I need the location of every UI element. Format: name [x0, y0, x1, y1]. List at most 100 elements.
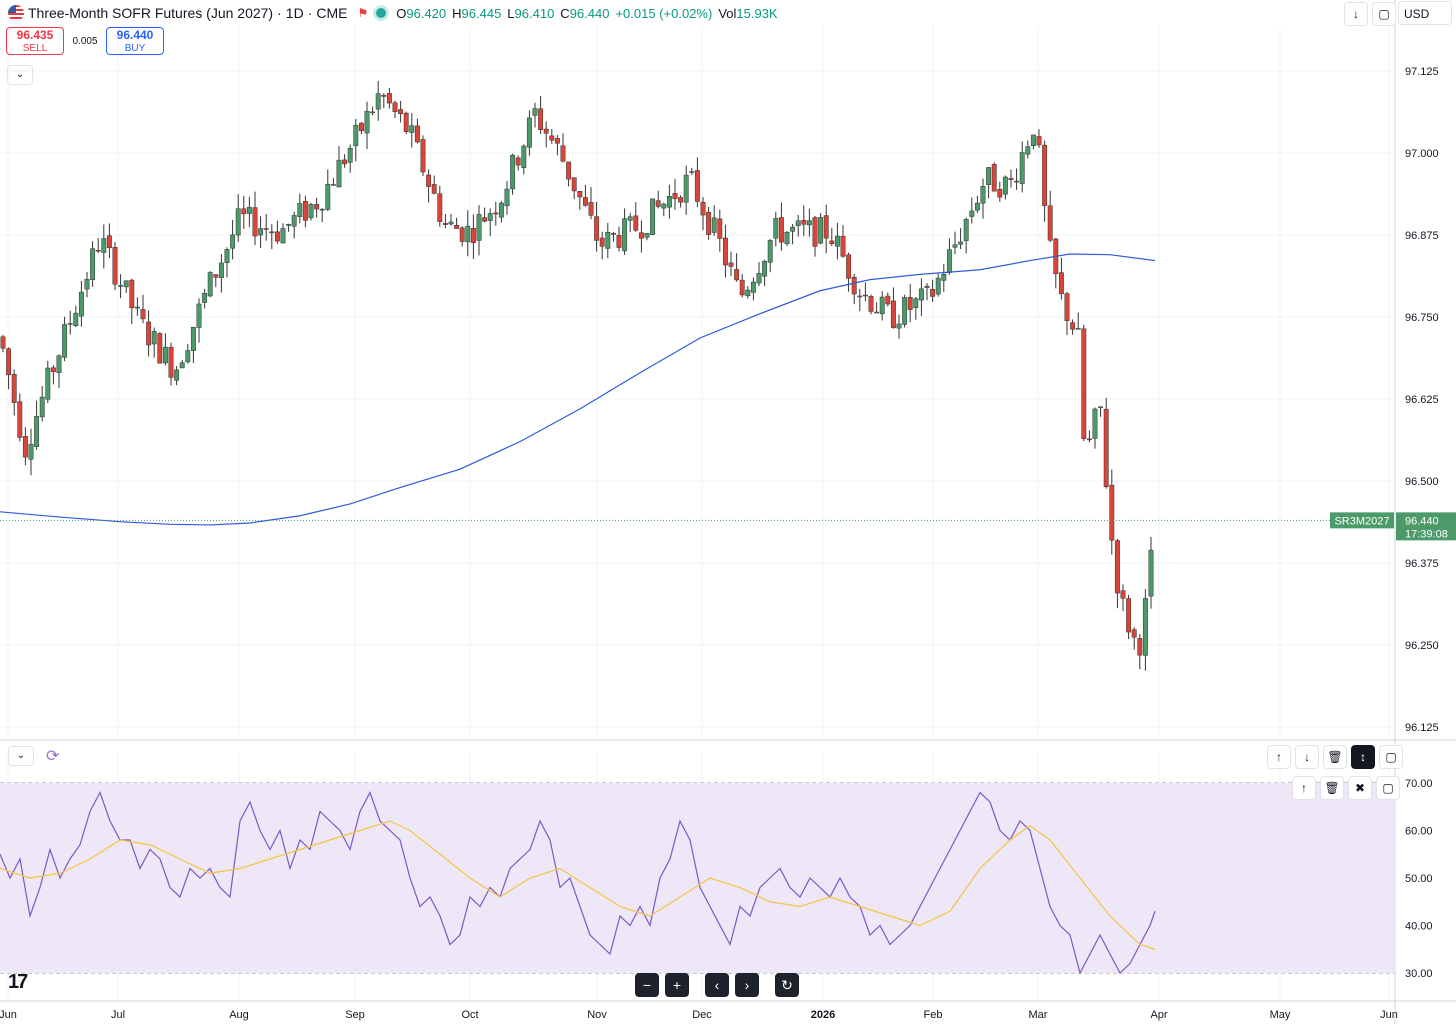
candle-body: [812, 217, 818, 247]
candle-body: [381, 94, 387, 97]
scroll-left-button[interactable]: ‹: [705, 973, 729, 997]
candle-body: [538, 108, 544, 131]
arrow-down-icon: ↓: [1353, 7, 1359, 21]
candle-body: [532, 108, 538, 116]
candle-body: [952, 244, 958, 248]
move-pane-up-button[interactable]: ↑: [1267, 745, 1291, 769]
candle-body: [39, 396, 45, 418]
y-tick-label: 96.625: [1405, 394, 1439, 406]
candles: [0, 80, 1154, 671]
y-tick-label: 97.125: [1405, 66, 1439, 78]
currency-selector[interactable]: USD: [1398, 1, 1452, 25]
sell-label: SELL: [22, 43, 48, 54]
spread-value: 0.005: [72, 35, 98, 47]
sell-button[interactable]: 96.435 SELL: [6, 27, 64, 55]
candle-body: [426, 174, 432, 187]
candle-body: [118, 285, 124, 287]
minus-icon: −: [642, 977, 652, 993]
zoom-in-button[interactable]: +: [665, 973, 689, 997]
candle-body: [151, 331, 157, 345]
y-tick-label: 97.000: [1405, 148, 1439, 160]
candle-body: [941, 274, 947, 281]
candle-body: [185, 350, 191, 363]
us-flag-icon: [8, 5, 24, 21]
candle-body: [274, 231, 280, 242]
move-pane-down-button[interactable]: ↓: [1295, 745, 1319, 769]
candle-body: [986, 167, 992, 185]
candle-body: [566, 161, 572, 180]
candle-body: [795, 220, 801, 226]
candle-body: [694, 170, 700, 202]
candle-body: [834, 235, 840, 247]
candle-body: [521, 145, 527, 168]
candle-body: [347, 147, 353, 163]
y-tick-label: 96.875: [1405, 230, 1439, 242]
candle-body: [448, 221, 454, 225]
candle-body: [90, 248, 96, 280]
candle-body: [308, 204, 314, 219]
collapse-legend-button[interactable]: ⌄: [7, 65, 33, 85]
candle-body: [890, 300, 896, 328]
candle-body: [168, 346, 174, 378]
download-button[interactable]: ↓: [1344, 2, 1368, 26]
symbol-title[interactable]: Three-Month SOFR Futures (Jun 2027): [28, 5, 274, 21]
candle-body: [314, 204, 320, 210]
delete-pane-button[interactable]: 🗑: [1323, 745, 1347, 769]
flag-marker-icon[interactable]: ⚑: [357, 6, 369, 20]
candle-body: [202, 292, 208, 303]
fullscreen-button[interactable]: ▢: [1372, 2, 1396, 26]
candle-body: [1148, 549, 1154, 597]
candle-body: [1002, 176, 1008, 195]
candle-body: [806, 220, 812, 226]
price-tag: [1396, 512, 1456, 541]
candle-body: [454, 225, 460, 229]
time-axis[interactable]: Jun Jul Aug Sep Oct Nov Dec 2026 Feb Mar Apr May Jun: [0, 1009, 1398, 1021]
pane-fullscreen-button[interactable]: ▢: [1379, 745, 1403, 769]
candle-body: [157, 333, 163, 364]
candle-body: [504, 188, 510, 207]
candle-body: [342, 159, 348, 165]
tradingview-logo[interactable]: 17: [8, 971, 28, 993]
candle-body: [1075, 328, 1081, 330]
zoom-out-button[interactable]: −: [635, 973, 659, 997]
move-rsi-up-button[interactable]: ↑: [1292, 776, 1316, 800]
candle-body: [34, 416, 40, 447]
candle-body: [129, 279, 135, 309]
arrow-up-icon: ↑: [1276, 750, 1282, 764]
candle-body: [106, 235, 112, 248]
candle-body: [134, 306, 140, 309]
collapse-indicator-button[interactable]: ⌄: [8, 746, 34, 766]
rsi-band-fill: [0, 783, 1395, 973]
buy-label: BUY: [124, 43, 146, 54]
interval[interactable]: 1D: [285, 5, 304, 21]
candle-body: [330, 184, 336, 186]
scroll-right-button[interactable]: ›: [735, 973, 759, 997]
candle-body: [638, 232, 644, 239]
maximize-pane-button[interactable]: ↕: [1351, 745, 1375, 769]
candle-body: [140, 309, 146, 320]
collapse-rsi-button[interactable]: ✖: [1348, 776, 1372, 800]
arrow-down-icon: ↓: [1304, 750, 1310, 764]
buy-button[interactable]: 96.440 BUY: [106, 27, 164, 55]
x-tick-label: Mar: [1029, 1009, 1048, 1021]
refresh-icon[interactable]: ⟳: [46, 748, 60, 765]
price-axis[interactable]: 97.125 97.000 96.875 96.750 96.625 96.500 96.3…: [1405, 66, 1439, 980]
candle-body: [582, 197, 588, 206]
candle-body: [627, 216, 633, 221]
candle-body: [336, 159, 342, 188]
candle-body: [179, 362, 185, 369]
trade-buttons: 96.435 SELL 0.005 96.440 BUY: [6, 27, 164, 55]
candle-body: [678, 197, 684, 203]
candle-body: [1019, 152, 1025, 184]
candle-body: [510, 154, 516, 190]
reset-chart-button[interactable]: ↻: [775, 973, 799, 997]
delete-rsi-button[interactable]: 🗑: [1320, 776, 1344, 800]
moving-average-line: [0, 253, 1156, 526]
candle-body: [722, 237, 728, 266]
candle-body: [739, 279, 745, 296]
rsi-tick-label: 40.00: [1405, 921, 1433, 933]
market-status-icon[interactable]: [376, 8, 387, 18]
rsi-fullscreen-button[interactable]: ▢: [1376, 776, 1400, 800]
x-tick-label: Oct: [461, 1009, 478, 1021]
